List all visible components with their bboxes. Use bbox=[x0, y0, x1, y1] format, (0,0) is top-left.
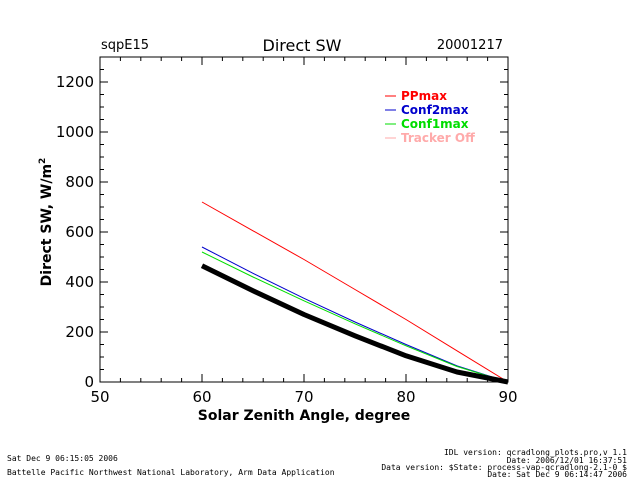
footer-data-date: Date: Sat Dec 9 06:14:47 2006 bbox=[487, 470, 627, 479]
data-series bbox=[200, 201, 509, 385]
y-axis-label-base: Direct SW, W/m bbox=[39, 164, 55, 286]
x-tick-label: 90 bbox=[498, 388, 517, 406]
y-axis-label: Direct SW, W/m2 bbox=[38, 158, 55, 287]
chart-title: Direct SW bbox=[263, 36, 342, 55]
y-tick-label: 800 bbox=[65, 173, 94, 191]
y-tick-label: 0 bbox=[84, 373, 94, 391]
y-tick-label: 1000 bbox=[56, 123, 94, 141]
footer-data-version: Data version: $State: process-vap-qcradl… bbox=[381, 463, 627, 472]
footer-institution: Battelle Pacific Northwest National Labo… bbox=[7, 468, 335, 477]
date-label: 20001217 bbox=[437, 38, 503, 53]
y-axis-label-sup: 2 bbox=[38, 158, 48, 164]
y-tick-label: 200 bbox=[65, 323, 94, 341]
series-line-conf1max bbox=[201, 251, 509, 383]
x-axis-label: Solar Zenith Angle, degree bbox=[198, 408, 410, 424]
legend-label: Conf1max bbox=[401, 117, 469, 131]
series-line-ppmax bbox=[201, 201, 509, 383]
legend-label: PPmax bbox=[401, 89, 447, 103]
site-label: sqpE15 bbox=[101, 38, 149, 53]
legend-label: Tracker Off bbox=[401, 131, 475, 145]
x-tick-label: 60 bbox=[192, 388, 211, 406]
svg-text:Direct SW, W/m2: Direct SW, W/m2 bbox=[38, 158, 55, 287]
x-tick-label: 50 bbox=[90, 388, 109, 406]
y-tick-label: 1200 bbox=[56, 73, 94, 91]
y-tick-label: 600 bbox=[65, 223, 94, 241]
footer-idl-date: Date: 2006/12/01 16:37:51 bbox=[507, 456, 628, 465]
legend-label: Conf2max bbox=[401, 103, 469, 117]
footer-timestamp: Sat Dec 9 06:15:05 2006 bbox=[7, 454, 118, 463]
axis-ticks: 50 60 70 80 90 0 200 400 600 800 1000 1200 bbox=[56, 56, 518, 406]
y-tick-label: 400 bbox=[65, 273, 94, 291]
x-tick-label: 70 bbox=[294, 388, 313, 406]
series-line-conf2max bbox=[201, 246, 509, 383]
series-line-tracker-off bbox=[200, 263, 509, 385]
x-tick-label: 80 bbox=[396, 388, 415, 406]
footer-idl-version: IDL version: qcradlong_plots.pro,v 1.1 bbox=[444, 448, 627, 457]
